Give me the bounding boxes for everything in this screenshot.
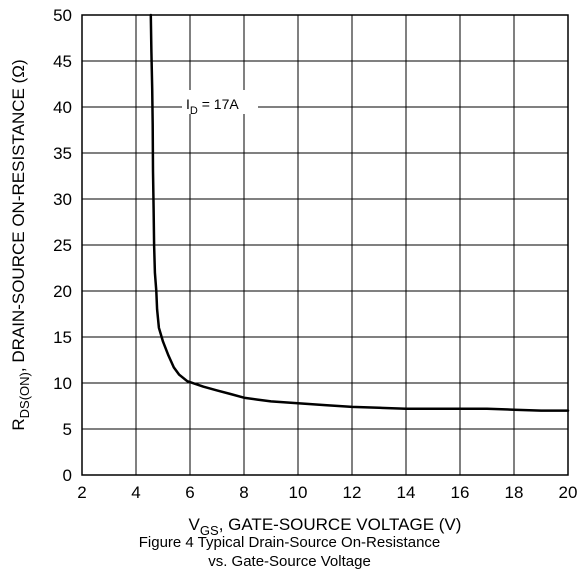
y-tick-label: 20	[53, 282, 72, 301]
annotation-background	[182, 90, 258, 114]
x-tick-label: 12	[343, 483, 362, 502]
plot-frame	[81, 14, 569, 476]
y-tick-label: 25	[53, 236, 72, 255]
y-tick-label: 10	[53, 374, 72, 393]
annotation-sub: D	[190, 105, 198, 117]
y-tick-label: 0	[63, 466, 72, 485]
curve	[149, 13, 570, 412]
figure-caption-line-1: Figure 4 Typical Drain-Source On-Resista…	[138, 534, 441, 551]
y-axis-title: RDS(ON), DRAIN-SOURCE ON-RESISTANCE (Ω)	[9, 59, 32, 430]
y-axis-title-rest: , DRAIN-SOURCE ON-RESISTANCE (Ω)	[9, 59, 28, 372]
x-tick-labels: 2 4 6 8 10 12 14 16 18 20	[77, 483, 577, 502]
x-tick-label: 18	[505, 483, 524, 502]
x-tick-label: 2	[77, 483, 86, 502]
x-axis-title-main: V	[189, 515, 201, 534]
y-tick-label: 15	[53, 328, 72, 347]
x-tick-label: 16	[451, 483, 470, 502]
y-tick-label: 5	[63, 420, 72, 439]
x-tick-label: 6	[185, 483, 194, 502]
x-tick-label: 10	[289, 483, 308, 502]
x-axis-title: VGS, GATE-SOURCE VOLTAGE (V)	[189, 515, 462, 538]
x-tick-label: 8	[239, 483, 248, 502]
x-axis-title-sub: GS	[200, 523, 219, 538]
y-tick-label: 35	[53, 144, 72, 163]
y-axis-title-main: R	[9, 418, 28, 430]
y-tick-label: 30	[53, 190, 72, 209]
y-tick-label: 45	[53, 52, 72, 71]
y-tick-labels: 0 5 10 15 20 25 30 35 40 45 50	[53, 6, 72, 485]
annotation-label: ID = 17A	[186, 96, 239, 117]
x-axis-title-rest: , GATE-SOURCE VOLTAGE (V)	[219, 515, 462, 534]
annotation-rest: = 17A	[198, 96, 240, 112]
figure-caption-line-2: vs. Gate-Source Voltage	[208, 553, 371, 570]
y-axis-title-sub: DS(ON)	[17, 372, 32, 418]
x-tick-label: 14	[397, 483, 416, 502]
x-tick-label: 20	[559, 483, 578, 502]
annotation-main: I	[186, 96, 190, 112]
y-tick-label: 40	[53, 98, 72, 117]
x-tick-label: 4	[131, 483, 140, 502]
annotation: ID = 17A	[182, 90, 258, 117]
y-tick-label: 50	[53, 6, 72, 25]
grid	[82, 15, 568, 475]
series-line	[149, 13, 570, 412]
